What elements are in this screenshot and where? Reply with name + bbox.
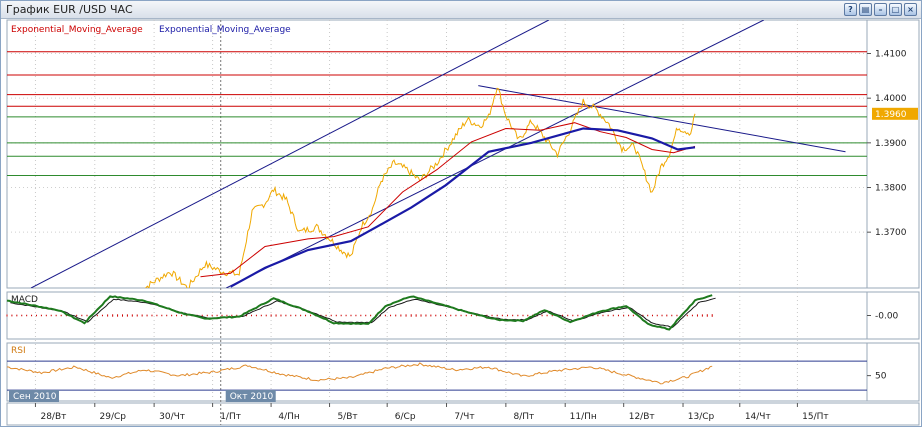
legend-entry-2: Exponential_Moving_Average bbox=[159, 25, 291, 35]
price-tick-label: 1.3900 bbox=[875, 139, 907, 149]
time-tick-label: 29/Ср bbox=[100, 412, 127, 422]
time-tick-label: 1/Пт bbox=[220, 412, 241, 422]
month-label: Окт 2010 bbox=[230, 392, 274, 402]
trend-line bbox=[226, 20, 765, 288]
title-bar: График EUR /USD ЧАС ? ▤ – □ × bbox=[1, 1, 921, 19]
macd-panel bbox=[6, 291, 868, 340]
rsi-panel-axis bbox=[866, 342, 920, 402]
rsi-line bbox=[6, 362, 713, 385]
macd-signal-line bbox=[10, 297, 716, 328]
current-price-label: 1.3960 bbox=[875, 110, 907, 120]
ema-fast-line bbox=[200, 122, 696, 278]
time-tick-label: 8/Пт bbox=[513, 412, 534, 422]
time-tick-label: 14/Чт bbox=[745, 412, 771, 422]
help-button[interactable]: ? bbox=[844, 3, 857, 16]
macd-main-line bbox=[6, 294, 713, 331]
month-label: Сен 2010 bbox=[13, 392, 57, 402]
ema-slow-line bbox=[230, 127, 696, 288]
time-tick-label: 7/Чт bbox=[454, 412, 474, 422]
price-panel bbox=[6, 19, 868, 289]
macd-title: MACD bbox=[11, 295, 38, 305]
month-label-box bbox=[225, 390, 276, 402]
rsi-title: RSI bbox=[11, 346, 26, 356]
price-tick-label: 1.3800 bbox=[875, 184, 907, 194]
price-tick-label: 1.3700 bbox=[875, 228, 907, 238]
rsi-tick-label: 50 bbox=[875, 372, 887, 382]
time-tick-label: 4/Пн bbox=[278, 412, 300, 422]
price-tick-label: 1.4100 bbox=[875, 50, 907, 60]
time-tick-label: 15/Пт bbox=[802, 412, 829, 422]
time-tick-label: 11/Пн bbox=[570, 412, 597, 422]
maximize-button[interactable]: □ bbox=[889, 3, 902, 16]
month-label-box bbox=[9, 390, 59, 402]
time-tick-label: 6/Ср bbox=[395, 412, 416, 422]
time-axis-bar bbox=[6, 402, 920, 426]
time-tick-label: 28/Вт bbox=[40, 412, 66, 422]
time-tick-label: 5/Вт bbox=[337, 412, 357, 422]
minimize-button[interactable]: – bbox=[874, 3, 887, 16]
price-tick-label: 1.4000 bbox=[875, 94, 907, 104]
time-tick-label: 13/Ср bbox=[688, 412, 715, 422]
current-price-box bbox=[872, 107, 918, 120]
trend-line bbox=[478, 85, 846, 153]
macd-panel-axis bbox=[866, 291, 920, 340]
time-tick-label: 30/Чт bbox=[159, 412, 185, 422]
close-button[interactable]: × bbox=[904, 3, 917, 16]
price-plot-area bbox=[7, 20, 867, 288]
trend-line bbox=[30, 20, 550, 288]
time-tick-label: 12/Вт bbox=[629, 412, 655, 422]
window-title: График EUR /USD ЧАС bbox=[6, 3, 133, 16]
macd-tick-label: -0.00 bbox=[875, 312, 899, 322]
legend-entry-1: Exponential_Moving_Average bbox=[11, 25, 143, 35]
print-button[interactable]: ▤ bbox=[859, 3, 872, 16]
price-panel-axis bbox=[866, 19, 920, 289]
